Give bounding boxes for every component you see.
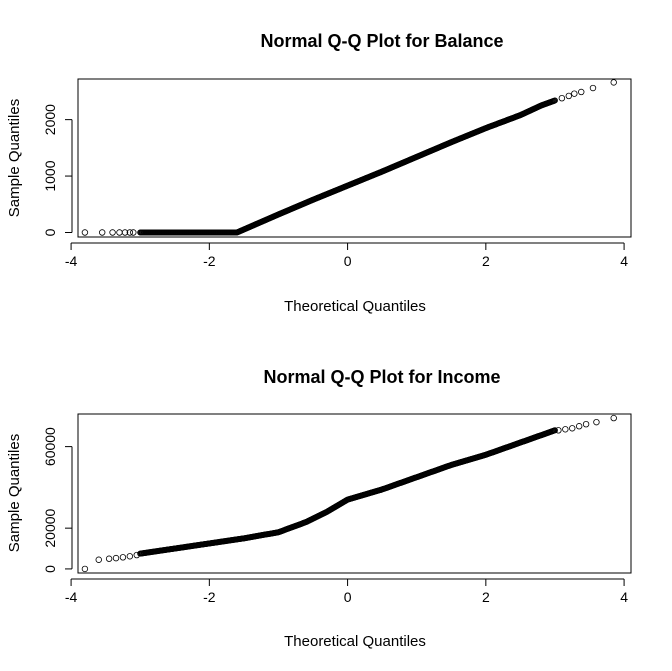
balance-plot-frame <box>77 78 632 238</box>
income-tail-point <box>95 556 102 563</box>
income-y-axis-label: Sample Quantiles <box>6 434 23 552</box>
income-x-axis: -4 -2 0 2 4 <box>65 578 628 605</box>
balance-y-tick-label: 1000 <box>42 160 58 191</box>
income-tail-point <box>81 565 89 573</box>
balance-tail-point <box>126 229 134 236</box>
balance-tail-point <box>81 229 89 236</box>
balance-x-tick-label: -2 <box>203 253 216 269</box>
income-tail-point <box>562 426 569 433</box>
income-x-axis-label: Theoretical Quantiles <box>284 633 426 650</box>
balance-qq-panel: Normal Q-Q Plot for Balance -4 -2 0 2 4 0 100… <box>6 31 632 315</box>
income-tail-point <box>593 418 600 426</box>
income-tail-point <box>112 554 120 562</box>
balance-x-axis-label: Theoretical Quantiles <box>284 298 426 315</box>
balance-y-axis-label: Sample Quantiles <box>6 99 23 217</box>
income-y-tick-label: 20000 <box>42 508 58 547</box>
balance-tail-point <box>98 229 106 236</box>
balance-x-tick-label: 4 <box>620 253 628 269</box>
balance-tail-point <box>565 92 572 100</box>
income-y-tick-label: 60000 <box>42 427 58 466</box>
income-tail-point <box>105 555 113 562</box>
balance-tail-point <box>121 229 129 236</box>
income-x-tick-label: 2 <box>482 589 490 605</box>
balance-data-point <box>551 97 558 104</box>
income-x-tick-label: 4 <box>620 589 628 605</box>
income-tail-point <box>119 554 127 561</box>
income-tail-point <box>569 425 576 432</box>
balance-x-tick-label: -4 <box>65 253 78 269</box>
income-x-tick-label: 0 <box>344 589 352 605</box>
income-data-point <box>551 427 558 434</box>
income-y-tick-label: 0 <box>42 565 58 573</box>
balance-tail-point <box>589 84 597 92</box>
balance-chart-title: Normal Q-Q Plot for Balance <box>260 31 503 51</box>
balance-tail-point <box>571 90 578 97</box>
balance-tail-point <box>109 229 116 236</box>
balance-y-axis: 0 1000 2000 <box>42 104 73 236</box>
income-qq-panel: Normal Q-Q Plot for Income -4 -2 0 2 4 0 2000… <box>6 367 632 650</box>
income-x-tick-label: -2 <box>203 589 216 605</box>
balance-tail-point <box>578 88 585 96</box>
income-plot-frame <box>77 413 632 574</box>
balance-tail-point <box>558 94 566 102</box>
balance-x-tick-label: 0 <box>344 253 352 269</box>
income-tail-point <box>610 414 617 422</box>
income-y-axis: 0 20000 60000 <box>42 427 73 573</box>
balance-x-axis: -4 -2 0 2 4 <box>65 242 628 269</box>
income-tail-point <box>126 553 134 560</box>
balance-points <box>81 79 617 236</box>
balance-y-tick-label: 0 <box>42 228 58 236</box>
balance-tail-point <box>130 229 137 236</box>
income-tail-point <box>555 427 562 434</box>
income-tail-point <box>575 423 583 430</box>
balance-tail-point <box>116 229 123 236</box>
income-tail-point <box>133 551 140 559</box>
income-tail-point <box>582 420 590 428</box>
income-chart-title: Normal Q-Q Plot for Income <box>263 367 500 387</box>
balance-y-tick-label: 2000 <box>42 104 58 135</box>
balance-x-tick-label: 2 <box>482 253 490 269</box>
balance-tail-point <box>610 79 617 86</box>
income-x-tick-label: -4 <box>65 589 78 605</box>
income-points <box>81 414 617 573</box>
